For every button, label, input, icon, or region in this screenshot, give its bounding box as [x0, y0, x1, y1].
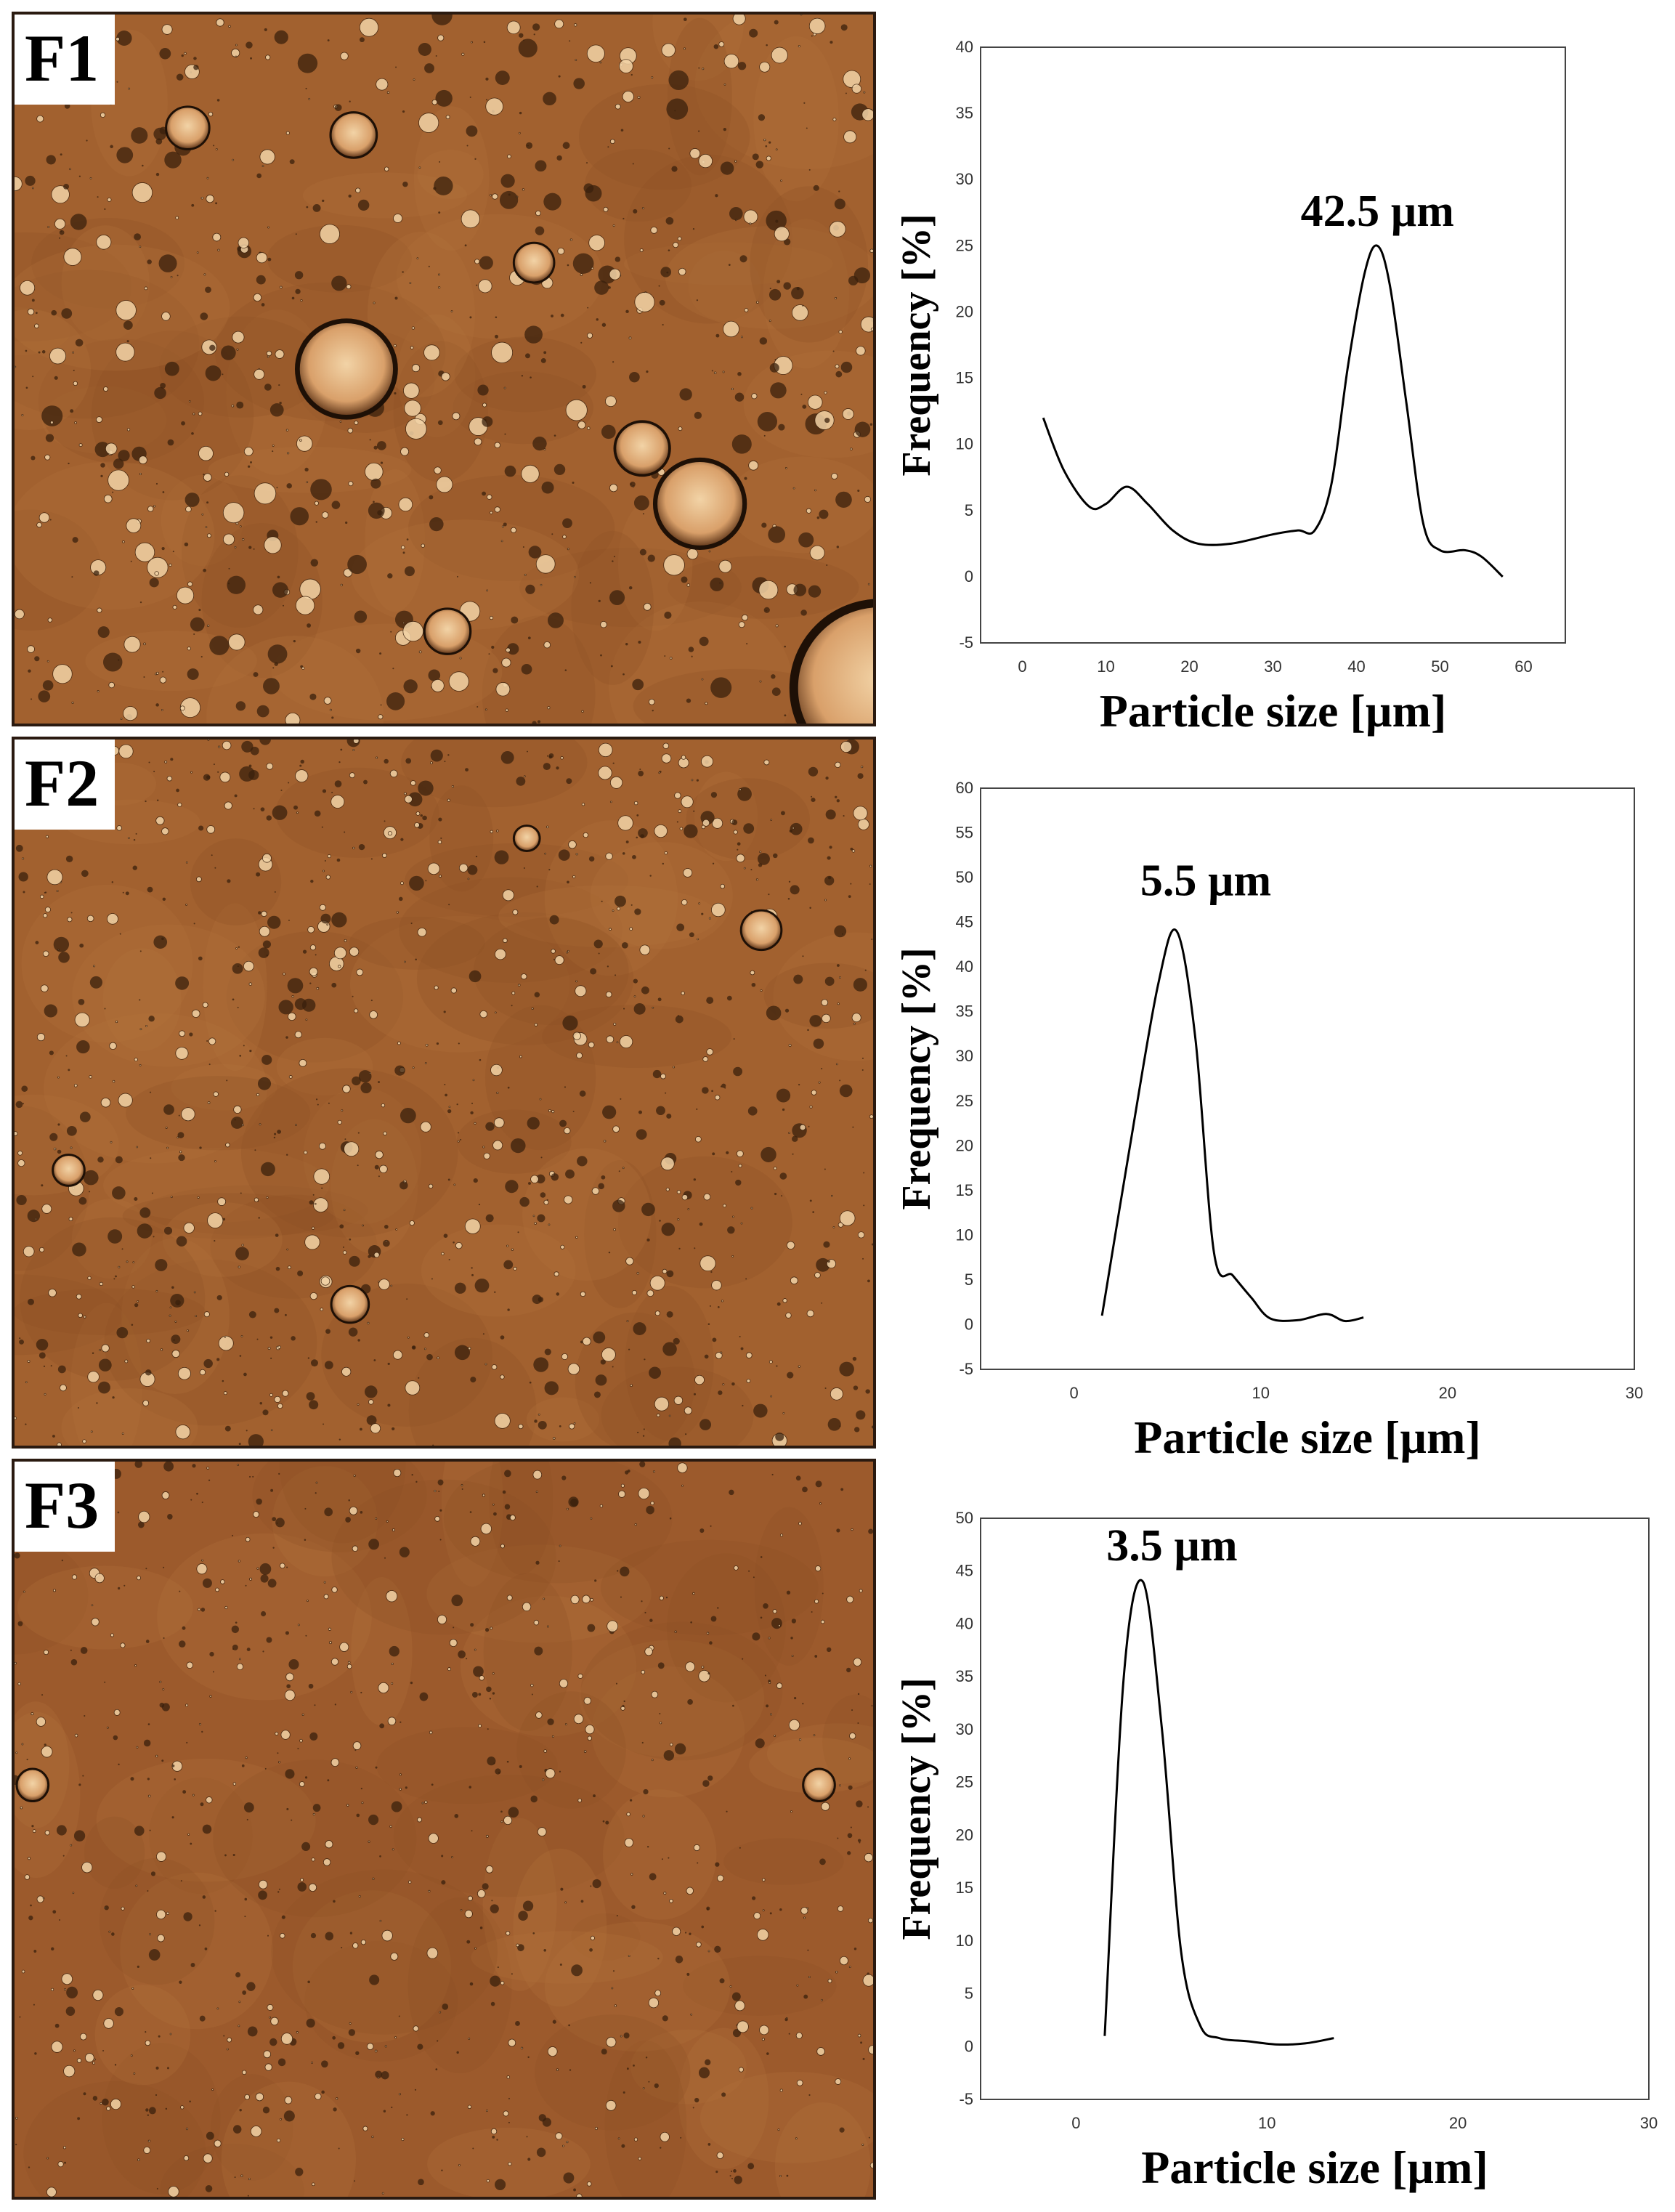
- y-tick-label: 5: [965, 1271, 973, 1289]
- micrograph-image: [15, 15, 873, 724]
- droplet: [52, 1154, 86, 1187]
- y-tick-label: 25: [956, 1773, 973, 1791]
- y-tick-label: 45: [956, 913, 973, 931]
- x-tick-label: 30: [1626, 1384, 1643, 1402]
- droplet: [423, 607, 472, 655]
- y-tick-label: 15: [956, 1181, 973, 1199]
- x-tick-label: 0: [1018, 657, 1026, 676]
- x-tick-label: 50: [1431, 657, 1448, 676]
- y-tick-label: -5: [959, 2090, 973, 2108]
- size-distribution-chart-f1: -5 0 5 10 15 20 25 30 35 40 0 10 20 30 40 50 60 42.5 µm Pa…: [879, 29, 1671, 755]
- y-tick-label: 0: [965, 567, 973, 586]
- y-tick-label: 10: [956, 1932, 973, 1950]
- size-distribution-chart-f2: -5 0 5 10 15 20 25 30 35 40 45 50 55 60 0 10 20 30 5.5 µm P…: [879, 770, 1671, 1467]
- y-tick-label: 60: [956, 779, 973, 797]
- y-tick-label: 35: [956, 1667, 973, 1685]
- x-tick-label: 10: [1097, 657, 1114, 676]
- x-tick-label: 20: [1180, 657, 1198, 676]
- y-axis-label: Frequency [%]: [894, 947, 939, 1210]
- x-tick-label: 30: [1640, 2114, 1658, 2132]
- y-tick-label: 20: [956, 1826, 973, 1844]
- y-tick-label: 55: [956, 824, 973, 842]
- x-axis-label: Particle size [µm]: [1134, 1411, 1481, 1463]
- chart-svg: -5 0 5 10 15 20 25 30 35 40 45 50 55 60 0 10 20 30 5.5 µm P…: [894, 779, 1643, 1463]
- y-tick-label: 15: [956, 1879, 973, 1897]
- peak-annotation: 42.5 µm: [1301, 187, 1454, 236]
- micrograph-image: [15, 740, 873, 1446]
- panel-label: F2: [15, 740, 115, 830]
- droplet: [652, 457, 747, 550]
- y-tick-label: 5: [965, 501, 973, 519]
- x-tick-label: 10: [1252, 1384, 1269, 1402]
- micrograph-image: [15, 1462, 873, 2197]
- y-tick-label: 35: [956, 1002, 973, 1021]
- droplet: [329, 111, 378, 159]
- x-tick-label: 60: [1514, 657, 1532, 676]
- size-distribution-chart-f3: -5 0 5 10 15 20 25 30 35 40 45 50 0 10 20 30 3.5 µm Parti…: [879, 1500, 1671, 2208]
- droplet: [802, 1767, 836, 1803]
- plot-frame: [980, 1518, 1650, 2100]
- x-axis-label: Particle size [µm]: [1141, 2142, 1488, 2193]
- y-tick-label: 30: [956, 1047, 973, 1065]
- micrograph-f3: F3: [12, 1459, 876, 2200]
- y-tick-label: 25: [956, 236, 973, 254]
- chart-svg: -5 0 5 10 15 20 25 30 35 40 45 50 0 10 20 30 3.5 µm Parti…: [894, 1509, 1658, 2193]
- y-tick-label: 35: [956, 104, 973, 122]
- plot-frame: [980, 787, 1635, 1370]
- droplet: [512, 825, 541, 853]
- droplet: [165, 105, 211, 150]
- y-axis-label: Frequency [%]: [894, 1677, 939, 1940]
- y-tick-label: 50: [956, 868, 973, 886]
- y-tick-label: 45: [956, 1562, 973, 1580]
- y-tick-label: 40: [956, 38, 973, 56]
- x-axis-label: Particle size [µm]: [1100, 685, 1447, 737]
- y-tick-label: 30: [956, 1720, 973, 1738]
- x-tick-label: 40: [1347, 657, 1365, 676]
- micrograph-background: [15, 740, 873, 1446]
- droplet: [294, 318, 398, 420]
- y-tick-label: -5: [959, 1360, 973, 1378]
- y-tick-label: 0: [965, 1315, 973, 1333]
- y-tick-label: 50: [956, 1509, 973, 1527]
- x-tick-label: 0: [1071, 2114, 1080, 2132]
- y-tick-label: 40: [956, 1614, 973, 1632]
- y-tick-label: 15: [956, 369, 973, 387]
- y-tick-label: 30: [956, 170, 973, 188]
- panel-label: F1: [15, 15, 115, 105]
- y-tick-label: 5: [965, 1985, 973, 2003]
- y-tick-label: 25: [956, 1092, 973, 1110]
- panel-label: F3: [15, 1462, 115, 1552]
- droplet: [512, 241, 556, 284]
- plot-frame: [980, 46, 1566, 644]
- peak-annotation: 5.5 µm: [1140, 856, 1271, 906]
- y-tick-label: 0: [965, 2037, 973, 2055]
- x-tick-label: 20: [1439, 1384, 1456, 1402]
- y-tick-label: 20: [956, 1136, 973, 1154]
- micrograph-background: [15, 1462, 873, 2197]
- y-tick-label: 40: [956, 957, 973, 976]
- distribution-curve: [1042, 244, 1504, 578]
- y-axis-label: Frequency [%]: [894, 214, 939, 476]
- chart-svg: -5 0 5 10 15 20 25 30 35 40 0 10 20 30 40 50 60 42.5 µm Pa…: [894, 38, 1566, 737]
- micrograph-f1: F1: [12, 12, 876, 726]
- x-tick-label: 10: [1258, 2114, 1275, 2132]
- droplet: [789, 599, 873, 724]
- peak-annotation: 3.5 µm: [1106, 1521, 1237, 1571]
- x-tick-label: 0: [1069, 1384, 1078, 1402]
- droplet: [330, 1284, 370, 1324]
- y-tick-label: 10: [956, 435, 973, 453]
- distribution-curve: [1103, 1579, 1334, 2046]
- micrograph-f2: F2: [12, 737, 876, 1449]
- x-tick-label: 20: [1449, 2114, 1467, 2132]
- distribution-curve: [1100, 928, 1364, 1323]
- y-tick-label: 10: [956, 1225, 973, 1244]
- x-tick-label: 30: [1264, 657, 1281, 676]
- y-tick-label: -5: [959, 633, 973, 652]
- droplet: [15, 1767, 50, 1803]
- droplet: [739, 909, 783, 952]
- droplet: [613, 420, 671, 477]
- y-tick-label: 20: [956, 302, 973, 320]
